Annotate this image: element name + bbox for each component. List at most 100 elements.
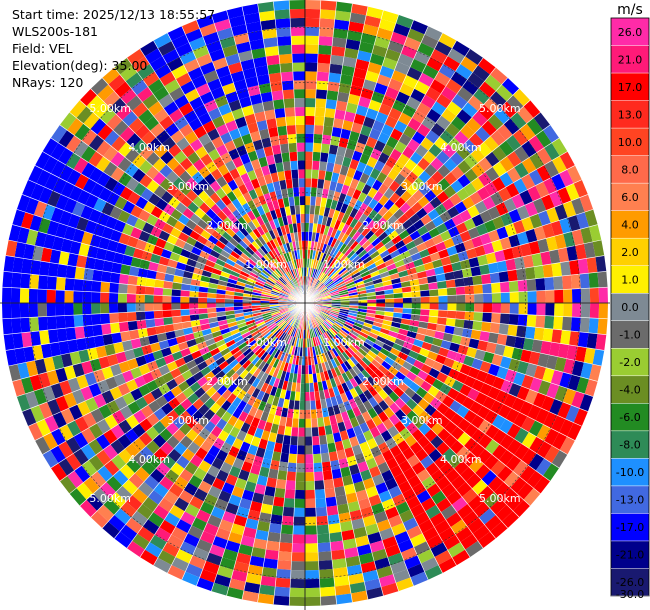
range-gate [310,187,318,197]
range-gate [329,218,337,229]
range-gate [199,346,210,356]
range-gate [346,30,363,42]
range-gate [477,254,489,266]
range-gate [546,354,558,370]
colorbar-unit: m/s [617,2,643,18]
range-gate [385,136,399,149]
range-gate [200,366,212,377]
range-gate [436,93,452,109]
range-gate [407,117,422,132]
range-gate [50,428,66,446]
range-gate [321,407,330,418]
range-gate [391,219,402,231]
range-gate [309,267,313,277]
range-gate [305,454,314,464]
range-gate [119,405,134,420]
range-gate [446,101,463,116]
range-gate [345,281,355,288]
range-gate [312,278,318,288]
range-gate [305,472,315,482]
range-gate [357,223,367,234]
range-gate [503,471,520,488]
range-gate [67,377,81,393]
range-gate [546,382,560,399]
range-gate [310,258,315,269]
range-gate [122,392,136,406]
range-gate [337,315,347,322]
ray-separator [304,302,384,596]
range-gate [474,200,488,214]
range-gate [410,284,421,292]
range-gate [220,347,231,357]
range-gate [331,45,346,57]
range-gate [394,420,406,433]
range-gate [390,560,408,575]
range-gate [416,270,428,279]
range-gate [439,461,455,477]
range-gate [424,26,443,41]
range-gate [345,225,354,236]
range-gate [388,267,399,276]
range-gate [400,415,413,428]
range-gate [372,343,383,352]
range-gate [485,252,497,265]
range-gate [321,292,330,297]
range-gate [65,453,82,471]
range-gate [505,258,517,271]
range-gate [59,380,73,396]
range-gate [377,231,389,242]
range-gate [434,519,451,535]
range-gate [357,403,368,415]
range-gate [434,71,451,87]
range-gate [333,336,341,345]
range-gate [312,259,317,269]
range-gate [532,197,547,214]
range-gate [362,144,374,157]
range-gate [315,497,327,508]
range-gate [498,449,515,466]
range-gate [314,280,321,289]
range-gate [345,370,354,381]
ray-separator [304,179,582,304]
range-gate [339,269,349,277]
range-gate [267,322,277,330]
range-gate [358,41,375,54]
range-gate [457,159,472,175]
range-gate [398,459,412,473]
range-gate [505,134,522,152]
colorbar-segment [611,73,649,102]
range-gate [487,386,501,401]
range-gate [291,336,296,347]
range-gate [182,386,195,399]
range-gate [394,397,406,409]
range-gate [351,342,361,351]
range-gate [364,353,375,363]
range-gate [567,374,581,392]
range-gate [317,53,332,64]
range-gate [531,339,543,354]
range-gate [559,151,575,170]
range-gate [371,359,382,369]
range-gate [268,346,276,356]
range-gate [336,355,344,365]
range-gate [149,534,167,550]
range-gate [456,404,470,419]
range-gate [417,369,429,381]
range-gate [340,362,349,373]
range-gate [124,428,139,444]
range-gate [298,409,305,419]
range-gate [540,251,552,266]
range-gate [446,287,457,296]
range-gate [317,261,324,271]
range-gate [462,79,479,96]
range-gate [207,485,222,499]
range-gate [368,494,382,507]
range-gate [482,351,495,364]
range-gate [316,251,322,261]
colorbar-segment [611,265,649,294]
range-gate [208,375,219,387]
range-gate [257,349,266,359]
range-gate [240,344,250,354]
range-gate [527,290,537,303]
range-gate [266,477,278,488]
